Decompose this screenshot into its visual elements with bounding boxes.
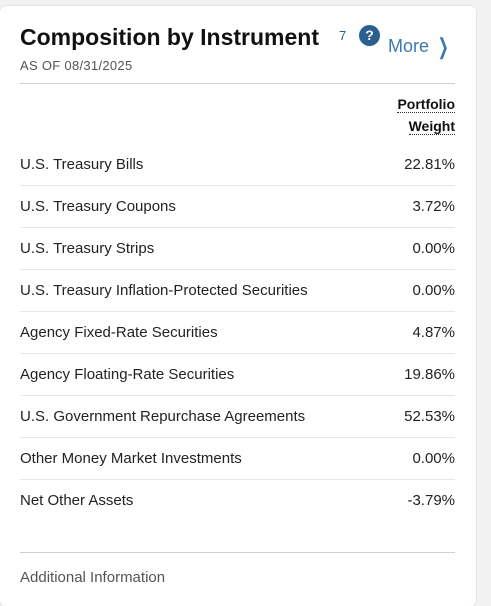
row-label: U.S. Treasury Bills [20, 156, 144, 173]
more-link[interactable]: More ❯ [388, 33, 452, 59]
divider [20, 552, 455, 553]
row-value: 52.53% [404, 408, 455, 425]
row-label: Net Other Assets [20, 492, 134, 509]
more-label: More [388, 36, 430, 56]
row-label: Agency Fixed-Rate Securities [20, 324, 218, 341]
table-row: Agency Fixed-Rate Securities 4.87% [20, 312, 455, 354]
composition-table: U.S. Treasury Bills 22.81% U.S. Treasury… [20, 144, 455, 521]
row-value: 0.00% [412, 240, 455, 257]
table-row: U.S. Treasury Strips 0.00% [20, 228, 455, 270]
card-title: Composition by Instrument [20, 24, 319, 50]
header-line-1: Portfolio [397, 96, 455, 113]
row-label: U.S. Treasury Coupons [20, 198, 176, 215]
help-icon[interactable]: ? [359, 25, 380, 46]
additional-information-link[interactable]: Additional Information [20, 569, 166, 586]
header-line-2: Weight [408, 118, 455, 135]
table-row: Net Other Assets -3.79% [20, 480, 455, 521]
chevron-right-icon: ❯ [437, 33, 449, 59]
composition-card: Composition by Instrument 7 ? More ❯ AS … [0, 6, 476, 606]
row-label: Agency Floating-Rate Securities [20, 366, 235, 383]
table-row: Other Money Market Investments 0.00% [20, 438, 455, 480]
table-row: U.S. Treasury Inflation-Protected Securi… [20, 270, 455, 312]
row-label: U.S. Treasury Strips [20, 240, 155, 257]
portfolio-weight-header[interactable]: Portfolio Weight [397, 93, 455, 137]
divider [20, 83, 455, 84]
row-value: -3.79% [407, 492, 455, 509]
row-value: 0.00% [412, 282, 455, 299]
row-value: 22.81% [404, 156, 455, 173]
row-value: 3.72% [412, 198, 455, 215]
row-value: 19.86% [404, 366, 455, 383]
table-row: U.S. Treasury Bills 22.81% [20, 144, 455, 186]
as-of-date: AS OF 08/31/2025 [20, 58, 133, 73]
table-row: U.S. Treasury Coupons 3.72% [20, 186, 455, 228]
row-value: 0.00% [412, 450, 455, 467]
table-row: Agency Floating-Rate Securities 19.86% [20, 354, 455, 396]
row-label: U.S. Government Repurchase Agreements [20, 408, 306, 425]
row-label: Other Money Market Investments [20, 450, 242, 467]
row-value: 4.87% [412, 324, 455, 341]
table-row: U.S. Government Repurchase Agreements 52… [20, 396, 455, 438]
row-label: U.S. Treasury Inflation-Protected Securi… [20, 282, 308, 299]
footnote-link[interactable]: 7 [339, 28, 347, 43]
